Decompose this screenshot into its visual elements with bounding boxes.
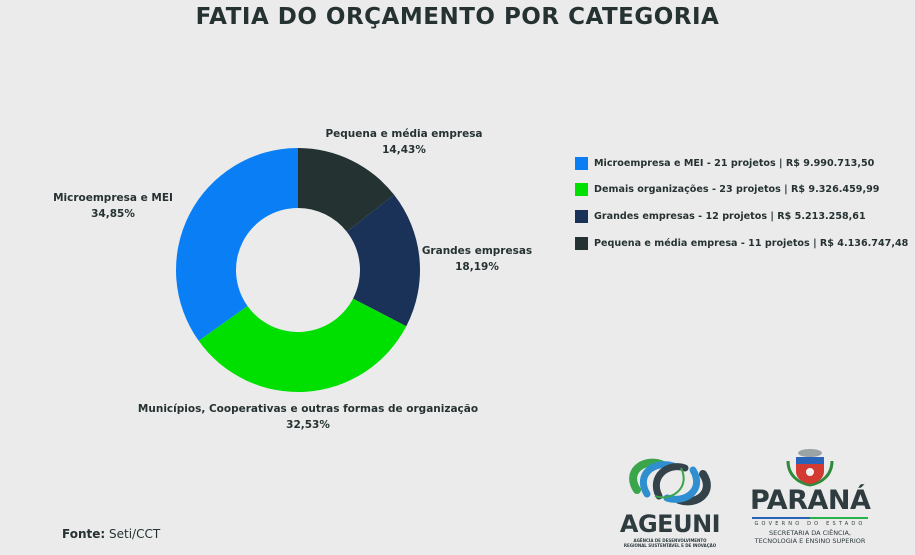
legend-item: Demais organizações - 23 projetos | R$ 9…: [575, 183, 908, 197]
legend-label: Grandes empresas - 12 projetos | R$ 5.21…: [594, 210, 866, 222]
parana-divider: [752, 517, 868, 519]
slice-label-pct: 14,43%: [382, 144, 426, 156]
slice-pequena: [298, 148, 395, 232]
parana-gov-label: GOVERNO DO ESTADO: [754, 521, 866, 527]
parana-coat-of-arms-icon: [786, 449, 834, 487]
slice-grandes: [346, 194, 420, 327]
source-label: Fonte:: [62, 527, 106, 541]
slice-label-name: Microempresa e MEI: [53, 192, 173, 204]
parana-logo: PARANÁ GOVERNO DO ESTADO SECRETARIA DA C…: [750, 447, 871, 547]
parana-secretaria-line: SECRETARIA DA CIÊNCIA,: [768, 529, 852, 537]
chart-title: FATIA DO ORÇAMENTO POR CATEGORIA: [195, 4, 720, 30]
ageuni-wordmark: AGEUNI: [619, 510, 721, 538]
ageuni-subtitle-line: AGÊNCIA DE DESENVOLVIMENTO: [633, 538, 707, 543]
slice-label-name: Pequena e média empresa: [325, 128, 483, 140]
slice-label-name: Grandes empresas: [421, 245, 533, 257]
legend-item: Pequena e média empresa - 11 projetos | …: [575, 236, 908, 250]
chart-legend: Microempresa e MEI - 21 projetos | R$ 9.…: [575, 156, 908, 263]
slice-label-pct: 32,53%: [286, 419, 330, 431]
slice-microempresa: [176, 148, 298, 341]
slice-label-grandes: Grandes empresas 18,19%: [422, 243, 532, 275]
slice-label-pct: 18,19%: [455, 261, 499, 273]
parana-secretaria-line: TECNOLOGIA E ENSINO SUPERIOR: [754, 537, 866, 545]
legend-item: Microempresa e MEI - 21 projetos | R$ 9.…: [575, 156, 908, 170]
slice-label-name: Municípios, Cooperativas e outras formas…: [137, 403, 479, 415]
slice-municipios: [198, 298, 407, 392]
slice-label-pequena: Pequena e média empresa 14,43%: [325, 126, 482, 158]
legend-label: Microempresa e MEI - 21 projetos | R$ 9.…: [594, 157, 875, 169]
ageuni-rings-icon: [629, 458, 711, 506]
slice-label-pct: 34,85%: [91, 208, 135, 220]
ageuni-subtitle: AGÊNCIA DE DESENVOLVIMENTO REGIONAL SUST…: [615, 538, 725, 548]
ageuni-subtitle-line: REGIONAL SUSTENTÁVEL E DE INOVAÇÃO: [623, 543, 717, 548]
legend-label: Pequena e média empresa - 11 projetos | …: [594, 237, 909, 249]
source-note: Fonte: Seti/CCT: [62, 527, 160, 541]
ageuni-logo: AGEUNI AGÊNCIA DE DESENVOLVIMENTO REGION…: [615, 452, 725, 548]
parana-wordmark: PARANÁ: [750, 485, 871, 516]
slice-label-microempresa: Microempresa e MEI 34,85%: [53, 190, 173, 222]
legend-swatch-green: [575, 183, 588, 197]
legend-swatch-dark: [575, 236, 588, 250]
legend-label: Demais organizações - 23 projetos | R$ 9…: [594, 184, 880, 196]
legend-swatch-navy: [575, 209, 588, 223]
source-value: Seti/CCT: [109, 527, 161, 541]
slice-label-municipios: Municípios, Cooperativas e outras formas…: [138, 401, 478, 433]
legend-item: Grandes empresas - 12 projetos | R$ 5.21…: [575, 209, 908, 223]
parana-secretaria: SECRETARIA DA CIÊNCIA, TECNOLOGIA E ENSI…: [744, 529, 876, 545]
legend-swatch-blue: [575, 156, 588, 170]
